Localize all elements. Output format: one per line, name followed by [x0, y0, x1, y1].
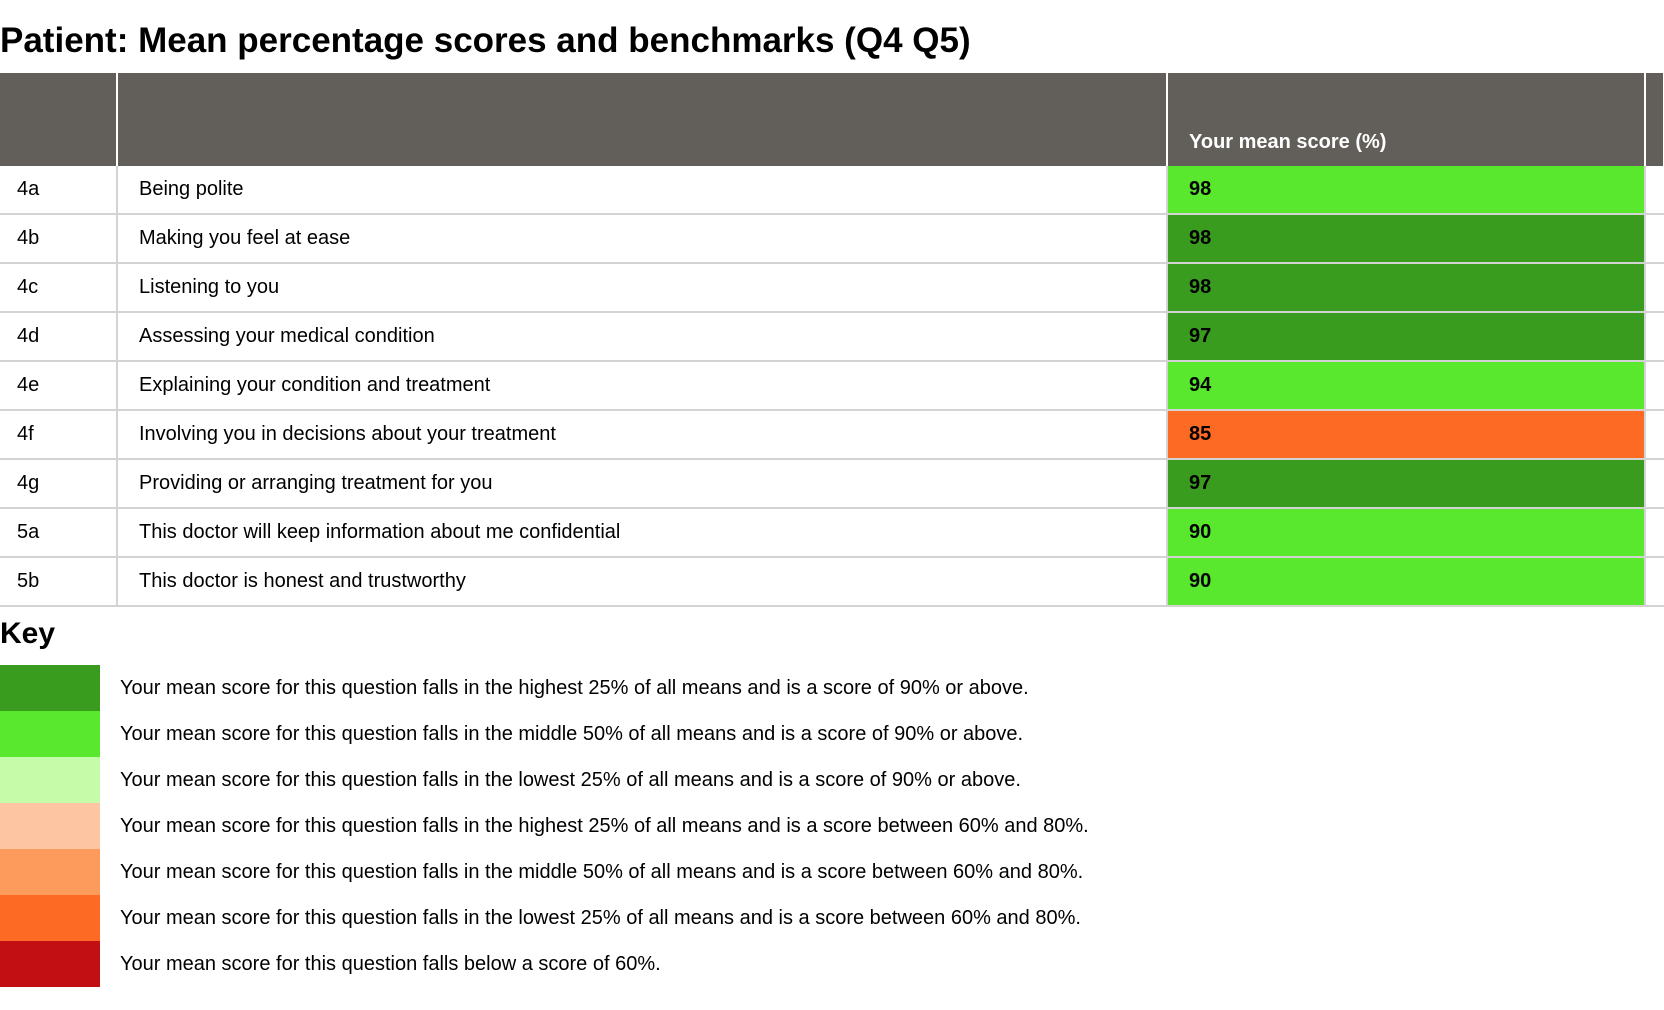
question-id: 4f	[0, 410, 118, 460]
question-text: Explaining your condition and treatment	[117, 361, 1168, 411]
mean-score-cell: 97	[1167, 312, 1646, 362]
key-item: Your mean score for this question falls …	[0, 711, 1089, 757]
key-item: Your mean score for this question falls …	[0, 941, 1089, 987]
header-question-text	[117, 73, 1168, 166]
question-text: This doctor will keep information about …	[117, 508, 1168, 558]
key-description: Your mean score for this question falls …	[120, 768, 1021, 791]
key-color-swatch	[0, 803, 100, 849]
mean-score-cell: 94	[1167, 361, 1646, 411]
table-row: 4a Being polite 98	[0, 166, 1664, 215]
question-id: 5a	[0, 508, 118, 558]
table-row: 4g Providing or arranging treatment for y…	[0, 459, 1664, 509]
question-id: 5b	[0, 557, 118, 607]
table-row: 4c Listening to you 98	[0, 263, 1664, 313]
key-color-swatch	[0, 849, 100, 895]
table-row: 5b This doctor is honest and trustworthy 9…	[0, 557, 1664, 607]
question-text: Providing or arranging treatment for you	[117, 459, 1168, 509]
mean-score-cell: 97	[1167, 459, 1646, 509]
question-text: Assessing your medical condition	[117, 312, 1168, 362]
trailing-cell	[1645, 166, 1664, 215]
trailing-cell	[1645, 263, 1664, 313]
question-id: 4c	[0, 263, 118, 313]
scores-table: Your mean score (%) 4a Being polite 98 4b Ma…	[0, 73, 1664, 607]
key-description: Your mean score for this question falls …	[120, 676, 1029, 699]
key-description: Your mean score for this question falls …	[120, 722, 1024, 745]
table-row: 4d Assessing your medical condition 97	[0, 312, 1664, 362]
question-text: This doctor is honest and trustworthy	[117, 557, 1168, 607]
key-title: Key	[0, 617, 56, 650]
key-description: Your mean score for this question falls …	[120, 952, 661, 975]
key-item: Your mean score for this question falls …	[0, 849, 1089, 895]
trailing-cell	[1645, 312, 1664, 362]
mean-score-cell: 90	[1167, 508, 1646, 558]
key-color-swatch	[0, 711, 100, 757]
key-description: Your mean score for this question falls …	[120, 906, 1081, 929]
question-text: Making you feel at ease	[117, 214, 1168, 264]
table-row: 5a This doctor will keep information abou…	[0, 508, 1664, 558]
table-header-row: Your mean score (%)	[0, 73, 1664, 166]
key-description: Your mean score for this question falls …	[120, 860, 1084, 883]
trailing-cell	[1645, 459, 1664, 509]
table-row: 4e Explaining your condition and treatmen…	[0, 361, 1664, 411]
question-id: 4e	[0, 361, 118, 411]
key-item: Your mean score for this question falls …	[0, 665, 1089, 711]
key-color-swatch	[0, 941, 100, 987]
key-list: Your mean score for this question falls …	[0, 665, 1089, 987]
key-description: Your mean score for this question falls …	[120, 814, 1089, 837]
table-row: 4f Involving you in decisions about your …	[0, 410, 1664, 460]
header-trailing	[1645, 73, 1664, 166]
key-color-swatch	[0, 665, 100, 711]
trailing-cell	[1645, 361, 1664, 411]
question-text: Listening to you	[117, 263, 1168, 313]
question-id: 4b	[0, 214, 118, 264]
question-id: 4d	[0, 312, 118, 362]
mean-score-cell: 98	[1167, 214, 1646, 264]
key-item: Your mean score for this question falls …	[0, 895, 1089, 941]
mean-score-cell: 98	[1167, 263, 1646, 313]
question-id: 4a	[0, 166, 118, 215]
header-question-id	[0, 73, 118, 166]
key-item: Your mean score for this question falls …	[0, 803, 1089, 849]
trailing-cell	[1645, 410, 1664, 460]
trailing-cell	[1645, 214, 1664, 264]
question-text: Involving you in decisions about your tr…	[117, 410, 1168, 460]
table-row: 4b Making you feel at ease 98	[0, 214, 1664, 264]
page-title: Patient: Mean percentage scores and benc…	[0, 21, 971, 60]
header-mean-score: Your mean score (%)	[1167, 73, 1646, 166]
key-color-swatch	[0, 757, 100, 803]
mean-score-cell: 90	[1167, 557, 1646, 607]
mean-score-cell: 98	[1167, 166, 1646, 215]
trailing-cell	[1645, 557, 1664, 607]
key-color-swatch	[0, 895, 100, 941]
question-id: 4g	[0, 459, 118, 509]
trailing-cell	[1645, 508, 1664, 558]
key-item: Your mean score for this question falls …	[0, 757, 1089, 803]
mean-score-cell: 85	[1167, 410, 1646, 460]
question-text: Being polite	[117, 166, 1168, 215]
